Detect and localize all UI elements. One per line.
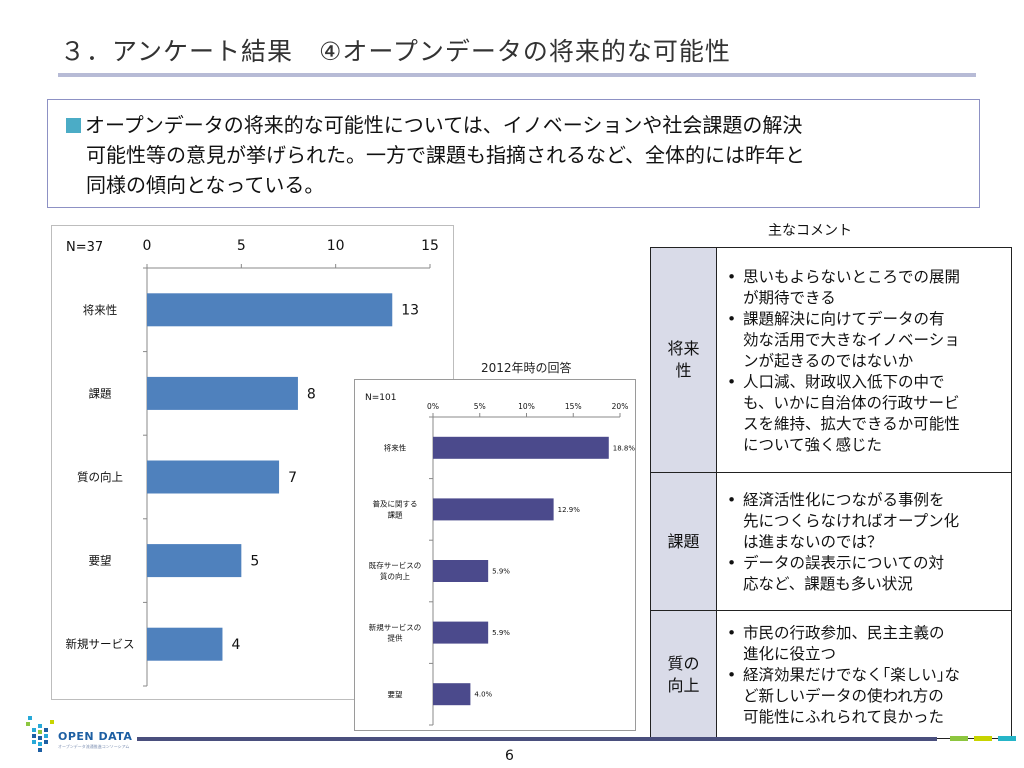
- page-number: 6: [505, 748, 514, 764]
- comment-category: 質の 向上: [650, 610, 717, 739]
- comment-category: 課題: [650, 472, 717, 611]
- summary-box: オープンデータの将来的な可能性については、イノベーションや社会課題の解決 可能性…: [47, 99, 980, 208]
- bar: [433, 498, 554, 521]
- data-label: 8: [307, 386, 316, 402]
- logo-text: OPEN DATA: [58, 730, 133, 743]
- comment-item: 市民の行政参加、民主主義の 進化に役立つ: [725, 623, 1005, 665]
- summary-line: 同様の傾向となっている。: [86, 173, 325, 197]
- bar: [147, 627, 223, 661]
- category-label: 既存サービスの: [369, 560, 422, 570]
- open-data-logo: OPEN DATA オープンデータ流通推進コンソーシアム: [22, 714, 132, 754]
- x-tick-label: 15: [421, 238, 439, 254]
- category-label: 要望: [388, 689, 403, 699]
- bar: [433, 683, 471, 706]
- footer-divider: [137, 737, 937, 741]
- category-line: 課題: [667, 531, 700, 551]
- category-line: 質の: [667, 653, 700, 673]
- bar: [433, 436, 609, 459]
- bar: [147, 544, 242, 578]
- comment-body: 市民の行政参加、民主主義の 進化に役立つ 経済効果だけでなく｢楽しい｣な ど新し…: [716, 610, 1012, 739]
- category-label: 提供: [388, 633, 403, 643]
- x-tick-label: 20%: [612, 402, 629, 411]
- summary-line: オープンデータの将来的な可能性については、イノベーションや社会課題の解決: [66, 110, 965, 140]
- category-label: 新規サービスの: [369, 622, 422, 632]
- data-label: 13: [401, 303, 419, 319]
- comment-body: 経済活性化につながる事例を 先につくらなければオープン化 は進まないのでは？ デ…: [716, 472, 1012, 611]
- category-label: 課題: [89, 386, 112, 400]
- category-label: 質の向上: [380, 571, 410, 581]
- comment-item: 課題解決に向けてデータの有 効な活用で大きなイノベーショ ンが起きるのではないか: [725, 309, 1005, 372]
- x-tick-label: 15%: [565, 402, 582, 411]
- logo-subtext: オープンデータ流通推進コンソーシアム: [58, 744, 130, 749]
- chart-sample-size: N=101: [365, 393, 396, 403]
- bar: [433, 560, 489, 582]
- chart-2012-title: 2012年時の回答: [481, 361, 572, 375]
- category-label: 質の向上: [77, 470, 123, 484]
- x-tick-label: 0: [143, 238, 152, 254]
- bar: [147, 293, 393, 327]
- chart-2012-frame: N=101 0% 5% 10% 15% 20% 18.8% 将来性 12.9% 普及に関する 課題 5…: [354, 379, 636, 731]
- data-label: 5: [250, 554, 259, 570]
- comment-row: 質の 向上 市民の行政参加、民主主義の 進化に役立つ 経済効果だけでなく｢楽しい…: [650, 610, 1012, 739]
- category-line: 向上: [667, 675, 700, 695]
- comment-item: 経済効果だけでなく｢楽しい｣な ど新しいデータの使われ方の 可能性にふれられて良…: [725, 665, 1005, 728]
- category-label: 新規サービス: [66, 637, 135, 651]
- data-label: 4.0%: [474, 691, 492, 699]
- category-line: 性: [675, 361, 692, 380]
- category-label: 課題: [388, 509, 403, 519]
- x-tick-label: 10%: [518, 402, 535, 411]
- summary-text: オープンデータの将来的な可能性については、イノベーションや社会課題の解決: [85, 113, 803, 137]
- bar: [147, 460, 280, 494]
- data-label: 18.8%: [613, 444, 636, 452]
- comments-caption: 主なコメント: [768, 223, 852, 239]
- comment-item: 思いもよらないところでの展開 が期待できる: [725, 267, 1005, 309]
- square-bullet-icon: [66, 118, 81, 133]
- category-label: 将来性: [384, 442, 407, 452]
- category-label: 要望: [89, 554, 112, 568]
- bar: [433, 621, 489, 644]
- bar: [147, 376, 298, 410]
- comment-body: 思いもよらないところでの展開 が期待できる 課題解決に向けてデータの有 効な活用…: [716, 247, 1012, 473]
- comment-item: 経済活性化につながる事例を 先につくらなければオープン化 は進まないのでは？: [725, 490, 1005, 553]
- x-tick-label: 10: [327, 238, 345, 254]
- x-tick-label: 5: [237, 238, 246, 254]
- accent-square: [950, 736, 968, 741]
- data-label: 7: [288, 470, 297, 486]
- x-tick-label: 5%: [474, 402, 486, 411]
- comment-row: 課題 経済活性化につながる事例を 先につくらなければオープン化 は進まないのでは…: [650, 472, 1012, 611]
- comments-table: 将来 性 思いもよらないところでの展開 が期待できる 課題解決に向けてデータの有…: [650, 247, 1012, 739]
- category-label: 将来性: [83, 303, 118, 317]
- category-label: 普及に関する: [373, 499, 418, 509]
- summary-line: 可能性等の意見が挙げられた。一方で課題も指摘されるなど、全体的には昨年と: [86, 143, 805, 167]
- comment-item: データの誤表示についての対 応など、課題も多い状況: [725, 553, 1005, 595]
- x-tick-label: 0%: [427, 402, 439, 411]
- chart-sample-size: N=37: [66, 240, 103, 255]
- page-title: ３．アンケート結果 ④オープンデータの将来的な可能性: [60, 37, 731, 66]
- data-label: 5.9%: [492, 567, 510, 575]
- comment-item: 人口減、財政収入低下の中で も、いかに自治体の行政サービ スを維持、拡大できるか…: [725, 372, 1005, 456]
- comment-category: 将来 性: [650, 247, 717, 473]
- chart-2013: N=37 0 5 10 15 13 将来性 8 課題 7 質の向上 5 要望 4 新規サービス: [66, 238, 439, 687]
- title-divider: [58, 73, 976, 77]
- accent-square: [974, 736, 992, 741]
- category-line: 将来: [667, 339, 700, 358]
- data-label: 5.9%: [492, 629, 510, 637]
- data-label: 4: [231, 637, 240, 653]
- comment-row: 将来 性 思いもよらないところでの展開 が期待できる 課題解決に向けてデータの有…: [650, 247, 1012, 473]
- data-label: 12.9%: [558, 506, 581, 514]
- accent-square: [998, 736, 1016, 741]
